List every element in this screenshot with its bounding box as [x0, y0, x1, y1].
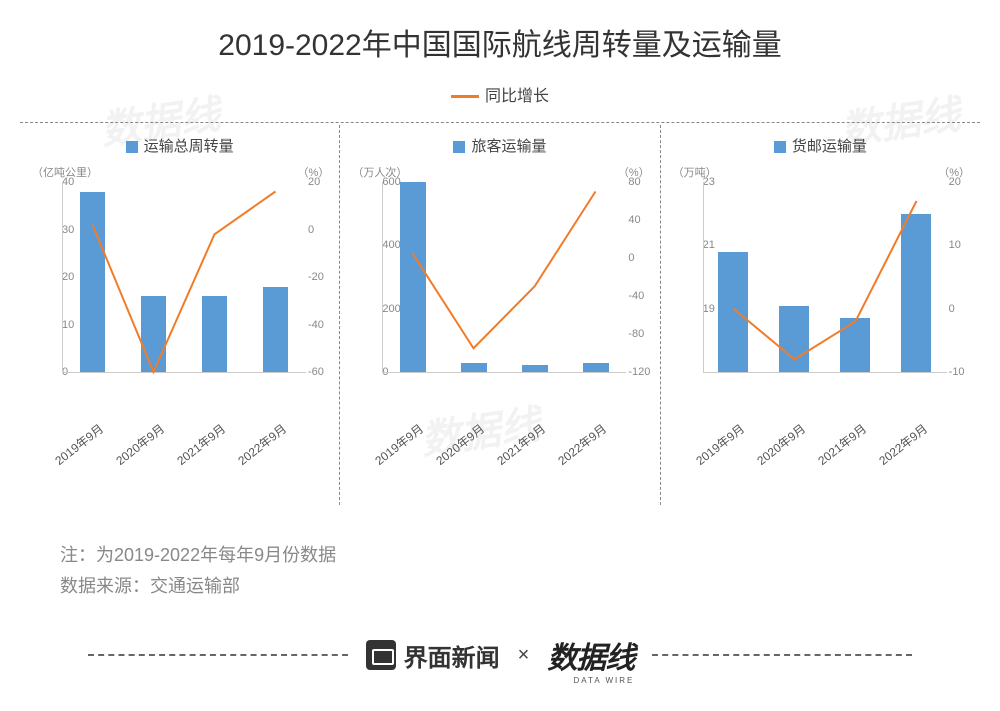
bar-swatch — [126, 141, 138, 153]
growth-line — [733, 201, 916, 359]
panel-legend-label: 货邮运输量 — [792, 138, 867, 155]
brand-jiemian: 界面新闻 — [366, 638, 500, 673]
growth-line — [413, 192, 596, 349]
brand-jiemian-label: 界面新闻 — [404, 638, 500, 673]
panel-bar-legend: 旅客运输量 — [346, 135, 653, 156]
x-tick-label: 2022年9月 — [875, 420, 931, 469]
panel-bar-legend: 货邮运输量 — [667, 135, 974, 156]
x-tick-label: 2019年9月 — [372, 420, 428, 469]
x-tick-label: 2019年9月 — [692, 420, 748, 469]
growth-line — [93, 192, 276, 373]
footnote-line: 注：为2019-2022年每年9月份数据 — [60, 540, 336, 571]
panel-legend-label: 运输总周转量 — [144, 138, 234, 155]
panel-legend-label: 旅客运输量 — [471, 138, 546, 155]
x-tick-label: 2020年9月 — [112, 420, 168, 469]
brand-datawire-sub: DATA WIRE — [574, 676, 635, 685]
line-overlay — [28, 162, 336, 412]
line-overlay — [348, 162, 656, 412]
footer-dash — [88, 654, 348, 656]
x-axis-labels: 2019年9月2020年9月2021年9月2022年9月 — [667, 412, 974, 482]
dashed-separator — [20, 122, 980, 123]
x-axis-labels: 2019年9月2020年9月2021年9月2022年9月 — [26, 412, 333, 482]
bar-swatch — [774, 141, 786, 153]
footnote-line: 数据来源：交通运输部 — [60, 571, 336, 602]
chart-zone: （亿吨公里）（%）010203040-60-40-20020 — [28, 162, 331, 412]
x-tick-label: 2019年9月 — [51, 420, 107, 469]
footnote: 注：为2019-2022年每年9月份数据 数据来源：交通运输部 — [60, 540, 336, 601]
chart-panel: 旅客运输量（万人次）（%）0200400600-120-80-400408020… — [340, 125, 660, 505]
line-legend-swatch — [451, 95, 479, 98]
brand-datawire: 数据线 DATA WIRE — [547, 633, 634, 677]
x-axis-labels: 2019年9月2020年9月2021年9月2022年9月 — [346, 412, 653, 482]
jiemian-logo-icon — [366, 640, 396, 670]
footer-cross-icon: × — [518, 644, 530, 667]
footer-dash — [652, 654, 912, 656]
x-tick-label: 2021年9月 — [173, 420, 229, 469]
chart-zone: （万吨）（%）192123-1001020 — [669, 162, 972, 412]
x-tick-label: 2020年9月 — [433, 420, 489, 469]
brand-datawire-label: 数据线 — [547, 642, 634, 675]
page-title: 2019-2022年中国国际航线周转量及运输量 — [0, 0, 1000, 64]
chart-panel: 货邮运输量（万吨）（%）192123-10010202019年9月2020年9月… — [661, 125, 980, 505]
footer: 界面新闻 × 数据线 DATA WIRE — [0, 633, 1000, 677]
line-legend: 同比增长 — [0, 82, 1000, 106]
x-tick-label: 2020年9月 — [753, 420, 809, 469]
bar-swatch — [453, 141, 465, 153]
x-tick-label: 2021年9月 — [494, 420, 550, 469]
x-tick-label: 2022年9月 — [234, 420, 290, 469]
chart-zone: （万人次）（%）0200400600-120-80-4004080 — [348, 162, 651, 412]
panel-bar-legend: 运输总周转量 — [26, 135, 333, 156]
chart-panels: 运输总周转量（亿吨公里）（%）010203040-60-40-200202019… — [20, 125, 980, 505]
x-tick-label: 2022年9月 — [555, 420, 611, 469]
line-legend-label: 同比增长 — [485, 88, 549, 105]
line-overlay — [669, 162, 977, 412]
chart-panel: 运输总周转量（亿吨公里）（%）010203040-60-40-200202019… — [20, 125, 340, 505]
x-tick-label: 2021年9月 — [814, 420, 870, 469]
